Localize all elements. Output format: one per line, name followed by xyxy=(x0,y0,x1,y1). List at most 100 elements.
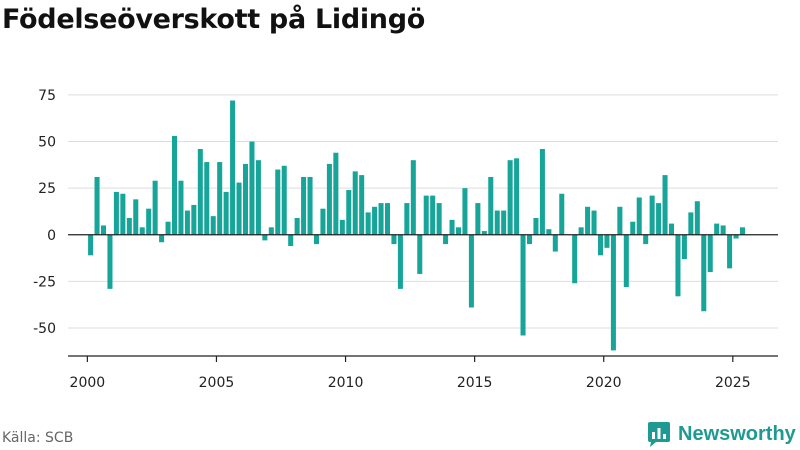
bar xyxy=(171,135,178,235)
bar xyxy=(572,234,578,284)
bar xyxy=(384,203,391,235)
bar xyxy=(94,176,100,235)
chart-title: Födelseöverskott på Lidingö xyxy=(2,4,426,35)
source-label: Källa: SCB xyxy=(2,430,74,446)
bar xyxy=(397,234,403,289)
bar xyxy=(423,195,429,235)
bar xyxy=(630,221,636,235)
bar xyxy=(591,210,597,235)
bar xyxy=(210,216,216,235)
bar xyxy=(514,158,520,235)
brand-logo: Newsworthy xyxy=(645,420,796,448)
x-tick-label: 2025 xyxy=(715,375,751,391)
bar xyxy=(255,160,261,235)
x-tick-label: 2005 xyxy=(199,375,235,391)
bar xyxy=(649,195,655,235)
bar xyxy=(339,219,345,235)
bar xyxy=(449,219,455,235)
y-tick-label: 75 xyxy=(38,88,56,104)
bar xyxy=(113,191,119,235)
bar xyxy=(230,100,236,235)
bar xyxy=(720,225,726,235)
bar xyxy=(552,234,558,252)
bar xyxy=(617,206,623,235)
bar xyxy=(526,234,533,245)
bar xyxy=(313,234,320,245)
bar xyxy=(120,193,126,235)
bar xyxy=(539,149,545,235)
bar xyxy=(733,234,739,239)
bar xyxy=(559,193,565,235)
bar xyxy=(333,152,339,235)
bar xyxy=(236,182,242,235)
bar xyxy=(468,234,474,308)
y-tick-label: 50 xyxy=(38,135,56,151)
bar xyxy=(262,234,268,241)
y-tick-label: 25 xyxy=(38,181,56,197)
bar xyxy=(294,218,300,235)
bar xyxy=(520,234,526,336)
bar xyxy=(462,188,468,235)
bar xyxy=(455,227,462,235)
bar xyxy=(410,160,416,235)
bar xyxy=(346,190,352,235)
brand-name: Newsworthy xyxy=(678,422,796,445)
bar xyxy=(301,176,307,235)
x-tick-label: 2020 xyxy=(586,375,622,391)
bar xyxy=(430,195,436,235)
bar xyxy=(501,210,507,235)
bar xyxy=(507,160,513,235)
bar xyxy=(656,203,662,235)
bar xyxy=(242,163,249,235)
bar xyxy=(443,234,449,245)
bars xyxy=(88,100,746,351)
bar xyxy=(268,227,274,235)
bar xyxy=(139,227,145,235)
bar xyxy=(494,210,500,235)
bar xyxy=(159,234,165,243)
bar xyxy=(152,180,158,235)
bar xyxy=(352,171,358,235)
bar xyxy=(714,223,720,235)
bar xyxy=(481,231,487,235)
y-tick-label: -25 xyxy=(33,274,56,290)
gridlines xyxy=(68,94,778,329)
y-tick-label: 0 xyxy=(47,228,56,244)
bar xyxy=(359,175,365,235)
bar xyxy=(320,208,326,235)
bar xyxy=(727,234,733,269)
bar xyxy=(694,201,700,235)
bar xyxy=(326,163,332,235)
bar xyxy=(133,199,139,235)
bar xyxy=(88,234,94,256)
bar xyxy=(417,234,423,274)
bar xyxy=(701,234,707,312)
bar xyxy=(100,225,107,235)
bar xyxy=(191,204,197,235)
bar xyxy=(178,180,184,235)
bar xyxy=(404,203,410,235)
newsworthy-logo-icon xyxy=(648,422,670,447)
bar xyxy=(739,227,746,235)
bar xyxy=(636,197,642,235)
bar xyxy=(275,169,281,235)
bar xyxy=(436,203,442,235)
y-tick-label: -50 xyxy=(33,321,56,337)
bar xyxy=(165,221,171,235)
x-tick-label: 2000 xyxy=(70,375,106,391)
bar xyxy=(597,234,604,256)
bar xyxy=(288,234,294,246)
axes: -50 -25 0 25 50 75 2000 2005 2010 2015 2020 2025 xyxy=(33,88,778,391)
bar xyxy=(668,223,675,235)
bar xyxy=(623,234,629,287)
bar xyxy=(365,212,371,235)
bar xyxy=(578,227,584,235)
bar xyxy=(610,234,616,351)
bar xyxy=(662,175,668,235)
bar xyxy=(488,176,494,235)
bar xyxy=(585,206,591,235)
bar xyxy=(372,206,378,235)
bar xyxy=(391,234,397,245)
bar xyxy=(475,203,481,235)
